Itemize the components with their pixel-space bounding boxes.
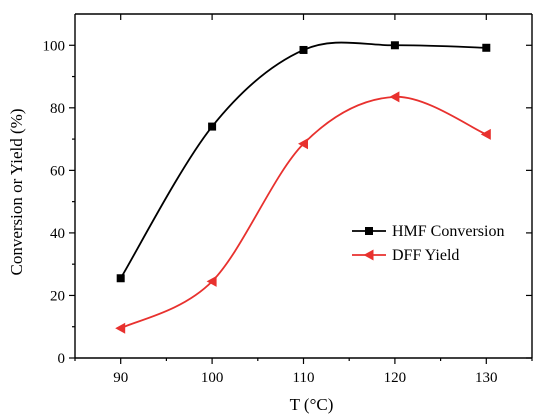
x-tick-label: 100 [201, 370, 224, 386]
x-axis-title: T (°C) [290, 395, 334, 414]
legend-label: HMF Conversion [392, 223, 504, 240]
legend-item: HMF Conversion [352, 223, 504, 240]
data-point [298, 138, 308, 150]
y-tick-label: 100 [43, 38, 66, 54]
x-tick-label: 130 [475, 370, 498, 386]
legend: HMF Conversion DFF Yield [352, 223, 504, 264]
legend-label: DFF Yield [392, 247, 459, 264]
data-point [116, 274, 125, 283]
y-tick-label: 40 [50, 226, 65, 242]
y-tick-label: 80 [50, 101, 65, 117]
data-point [390, 41, 399, 50]
y-tick-label: 0 [58, 351, 66, 367]
data-point [208, 122, 217, 131]
x-tick-label: 120 [384, 370, 407, 386]
y-tick-label: 20 [50, 288, 65, 304]
data-point [482, 43, 491, 52]
data-point [115, 322, 126, 334]
data-point [206, 275, 217, 287]
ticks: 90 100 110 120 130 0 20 40 60 80 100 [43, 14, 533, 386]
series-1 [116, 41, 491, 283]
axes [74, 13, 533, 359]
series-line [119, 41, 487, 279]
y-axis-title: Conversion or Yield (%) [7, 109, 26, 276]
data-point [389, 91, 400, 103]
series-layer [115, 41, 491, 334]
x-tick-label: 110 [293, 370, 315, 386]
legend-item: DFF Yield [352, 247, 459, 264]
legend-swatch-marker [363, 249, 374, 261]
series-2 [115, 91, 491, 334]
legend-swatch-marker [365, 227, 373, 235]
data-point [480, 128, 491, 140]
series-line [120, 95, 487, 330]
x-tick-label: 90 [113, 370, 128, 386]
data-point [299, 45, 308, 54]
y-tick-label: 60 [50, 163, 65, 179]
